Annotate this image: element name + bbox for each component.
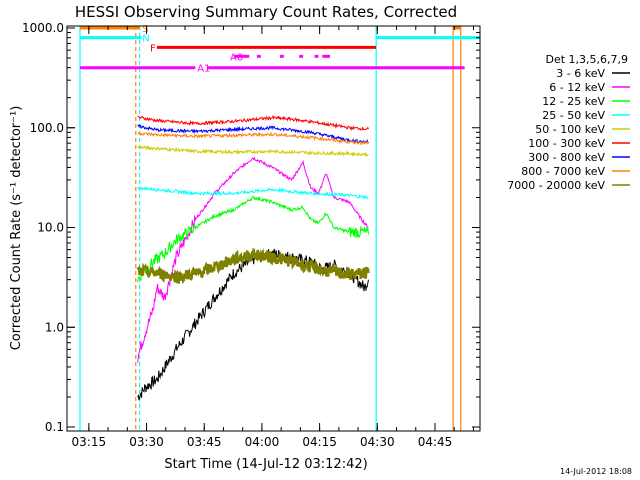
flag-bars-layer: SNF A0 A1 — [80, 24, 480, 75]
y-tick-label: 1.0 — [45, 320, 64, 334]
legend-label: 300 - 800 keV — [528, 151, 605, 164]
series-line-1 — [137, 156, 369, 363]
date-stamp: 14-Jul-2012 18:08 — [560, 467, 632, 476]
plot-frame — [66, 25, 481, 432]
legend-label: 100 - 300 keV — [528, 137, 605, 150]
legend-label: 800 - 7000 keV — [521, 165, 605, 178]
x-tick-label: 04:45 — [418, 435, 453, 449]
flag-bar-label: A0 — [230, 52, 243, 63]
y-tick-label: 1000.0 — [22, 21, 64, 35]
flag-bar-label: S — [142, 24, 148, 35]
x-tick-label: 03:30 — [129, 435, 164, 449]
legend-label: 12 - 25 keV — [542, 95, 605, 108]
series-line-8 — [136, 248, 370, 285]
legend-label: 6 - 12 keV — [549, 81, 605, 94]
x-tick-label: 04:00 — [245, 435, 280, 449]
axes-layer: 0.1 1.0 10.0 100.0 1000.0 03:15 03:30 03:45 04:0… — [22, 21, 480, 449]
x-tick-label: 04:30 — [360, 435, 395, 449]
series-line-5 — [137, 114, 369, 132]
plot-data-layer — [79, 26, 462, 431]
legend-label: 3 - 6 keV — [556, 67, 605, 80]
legend-label: 7000 - 20000 keV — [507, 179, 605, 192]
series-line-7 — [137, 131, 369, 145]
legend-header: Det 1,3,5,6,7,9 — [545, 53, 628, 66]
y-tick-label: 100.0 — [30, 121, 64, 135]
flag-bar-label: A1 — [197, 64, 210, 75]
x-axis-label: Start Time (14-Jul-12 03:12:42) — [164, 457, 367, 472]
flag-bar-label: N — [142, 34, 149, 45]
legend-label: 50 - 100 keV — [535, 123, 605, 136]
x-tick-label: 04:15 — [302, 435, 337, 449]
series-line-2 — [137, 195, 369, 283]
series-line-4 — [137, 145, 369, 158]
series-line-6 — [137, 124, 369, 144]
x-tick-label: 03:45 — [187, 435, 222, 449]
flag-bar-label: F — [150, 43, 156, 54]
x-tick-label: 03:15 — [72, 435, 107, 449]
y-axis-label: Corrected Count Rate (s⁻¹ detector⁻¹) — [9, 106, 24, 351]
chart-title: HESSI Observing Summary Count Rates, Cor… — [75, 3, 457, 21]
legend-label: 25 - 50 keV — [542, 109, 605, 122]
series-line-0 — [137, 248, 369, 401]
series-line-3 — [137, 186, 369, 200]
y-tick-label: 10.0 — [37, 221, 64, 235]
y-tick-label: 0.1 — [45, 420, 64, 434]
